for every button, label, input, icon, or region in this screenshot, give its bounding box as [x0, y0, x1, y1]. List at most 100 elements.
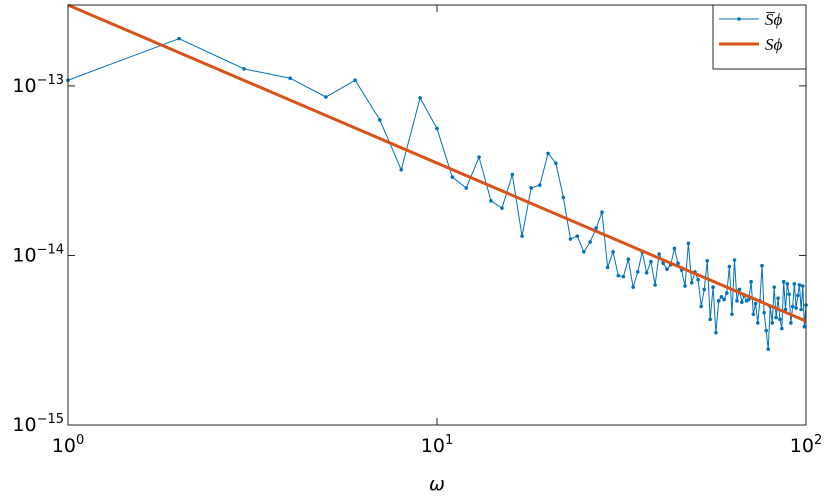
- data-point: [772, 285, 776, 289]
- data-point: [699, 304, 704, 309]
- data-point: [740, 300, 744, 304]
- data-point: [657, 252, 661, 256]
- data-point: [794, 306, 798, 310]
- data-point: [774, 315, 778, 320]
- data-point: [716, 299, 721, 303]
- data-point: [594, 226, 598, 230]
- data-point: [711, 285, 715, 289]
- data-point: [778, 317, 782, 322]
- data-point: [689, 280, 694, 285]
- data-point: [324, 95, 328, 99]
- data-point: [705, 258, 710, 263]
- data-point: [787, 292, 791, 297]
- data-point: [686, 241, 691, 246]
- data-point: [611, 250, 615, 254]
- data-point: [755, 321, 760, 325]
- x-tick-label: 102: [790, 433, 822, 457]
- data-point: [792, 282, 797, 286]
- data-point: [764, 328, 768, 333]
- data-point: [464, 186, 469, 190]
- data-point: [727, 264, 732, 269]
- data-point: [696, 277, 700, 282]
- x-tick-label: 101: [421, 433, 453, 457]
- data-point: [665, 267, 669, 271]
- data-point: [582, 250, 586, 254]
- data-point: [749, 279, 753, 284]
- data-point: [672, 246, 677, 251]
- data-point: [676, 261, 680, 266]
- legend-box: [712, 4, 807, 70]
- data-point: [644, 271, 649, 275]
- data-point: [588, 240, 592, 244]
- y-tick-label: 10−13: [12, 73, 64, 97]
- data-point: [795, 293, 800, 298]
- data-point: [605, 265, 610, 270]
- data-point: [621, 274, 626, 279]
- data-point: [177, 36, 181, 41]
- data-point: [399, 167, 404, 172]
- data-point: [450, 175, 455, 179]
- data-point: [489, 199, 493, 203]
- data-point: [780, 326, 784, 331]
- data-point: [353, 78, 357, 83]
- data-point: [600, 210, 604, 214]
- data-point: [730, 312, 734, 317]
- series-line: [67, 3, 807, 323]
- data-point: [575, 234, 580, 238]
- data-point: [732, 258, 737, 262]
- data-point: [719, 295, 724, 299]
- x-tick-label: 100: [52, 433, 84, 457]
- data-point: [702, 287, 707, 292]
- data-point: [724, 291, 729, 295]
- data-point: [510, 172, 515, 177]
- plot-area: [68, 5, 806, 425]
- data-point: [546, 151, 550, 156]
- data-point: [418, 96, 422, 100]
- data-point: [683, 284, 687, 288]
- data-point: [568, 237, 573, 241]
- data-point: [626, 257, 631, 262]
- data-point: [554, 161, 558, 166]
- data-point: [520, 234, 524, 238]
- data-point: [500, 206, 504, 210]
- data-point: [288, 76, 292, 81]
- legend-label: Sϕ: [765, 35, 783, 54]
- data-point: [799, 307, 803, 312]
- data-point: [737, 287, 742, 292]
- data-point: [800, 284, 805, 288]
- data-point: [760, 263, 764, 268]
- data-point: [561, 195, 566, 200]
- data-point: [661, 261, 665, 266]
- data-point: [797, 283, 802, 287]
- data-point: [802, 324, 807, 329]
- data-point: [635, 270, 640, 274]
- data-point: [529, 186, 533, 190]
- data-point: [242, 67, 246, 71]
- data-point: [722, 297, 726, 302]
- data-point: [781, 279, 786, 284]
- data-point: [735, 299, 739, 303]
- x-axis-label: ω: [429, 473, 445, 495]
- data-point: [538, 183, 542, 187]
- data-point: [762, 310, 766, 315]
- data-point: [751, 312, 756, 317]
- data-point: [785, 282, 790, 286]
- legend-label: S̅ϕ: [765, 10, 783, 29]
- data-point: [770, 321, 775, 325]
- legend-marker: [737, 17, 741, 21]
- data-point: [378, 118, 382, 122]
- data-point: [477, 155, 481, 159]
- data-point: [435, 126, 439, 131]
- data-point: [616, 273, 621, 278]
- data-point: [790, 304, 795, 309]
- data-point: [753, 301, 758, 306]
- data-point: [714, 330, 718, 335]
- data-point: [789, 321, 793, 325]
- y-tick-label: 10−14: [12, 242, 64, 266]
- data-point: [708, 317, 712, 322]
- y-tick-label: 10−15: [12, 412, 64, 436]
- data-point: [649, 259, 653, 264]
- data-point: [776, 296, 780, 300]
- data-point: [631, 285, 635, 289]
